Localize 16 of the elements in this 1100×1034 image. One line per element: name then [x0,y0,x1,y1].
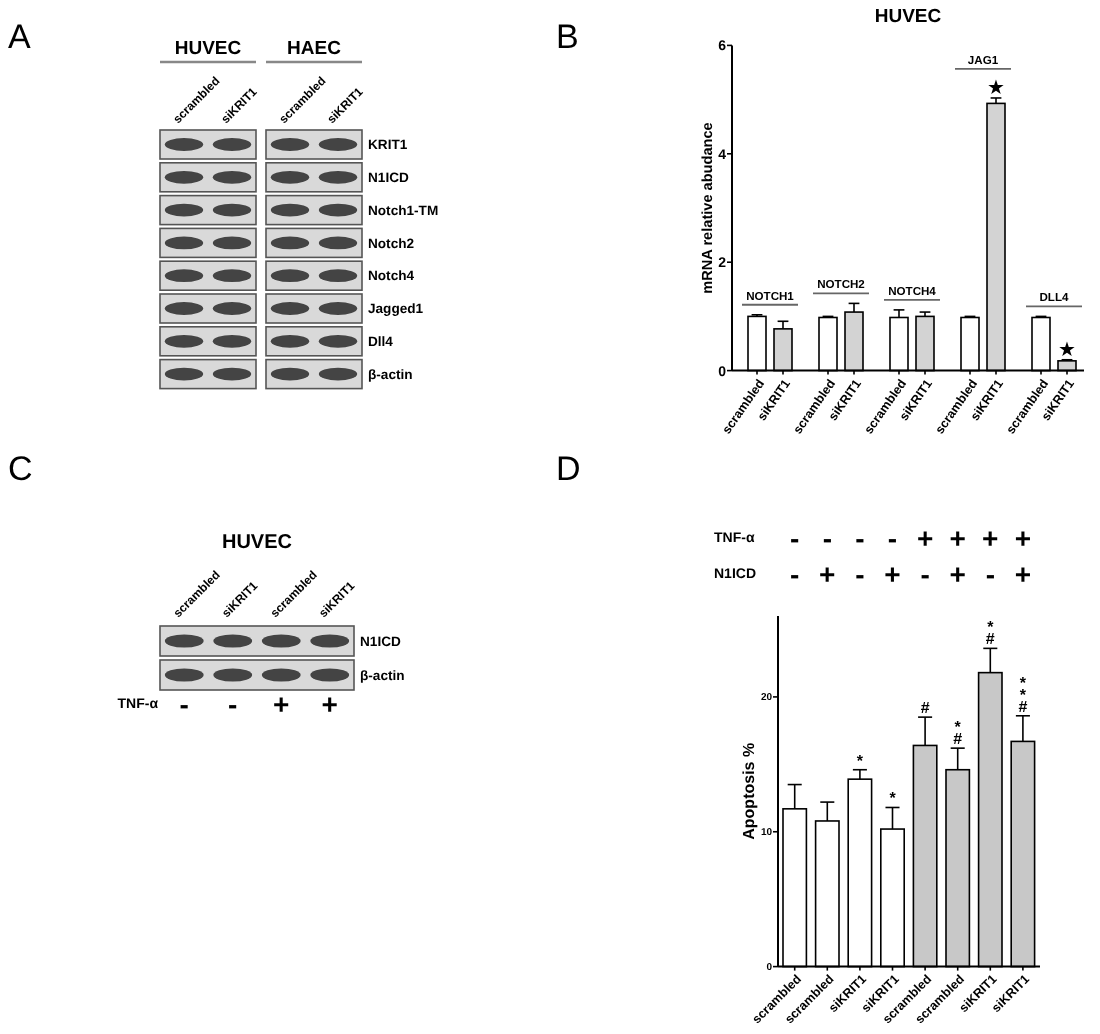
annotation: * [889,789,898,808]
y-axis-title: Apoptosis % [740,742,758,840]
text: D [556,450,581,488]
annotation: ★ [1058,339,1077,362]
text: HUVEC [174,38,242,60]
annotation: # [985,630,996,649]
text: HAEC [287,38,342,60]
text: C [8,450,33,488]
chart-title: HUVEC [874,6,942,28]
text: HUVEC [221,532,293,554]
annotation: ★ [987,77,1006,100]
text: B [556,18,579,56]
annotation: # [953,730,964,749]
annotation: # [920,699,931,718]
text: A [8,18,32,56]
annotation: * [856,751,865,770]
